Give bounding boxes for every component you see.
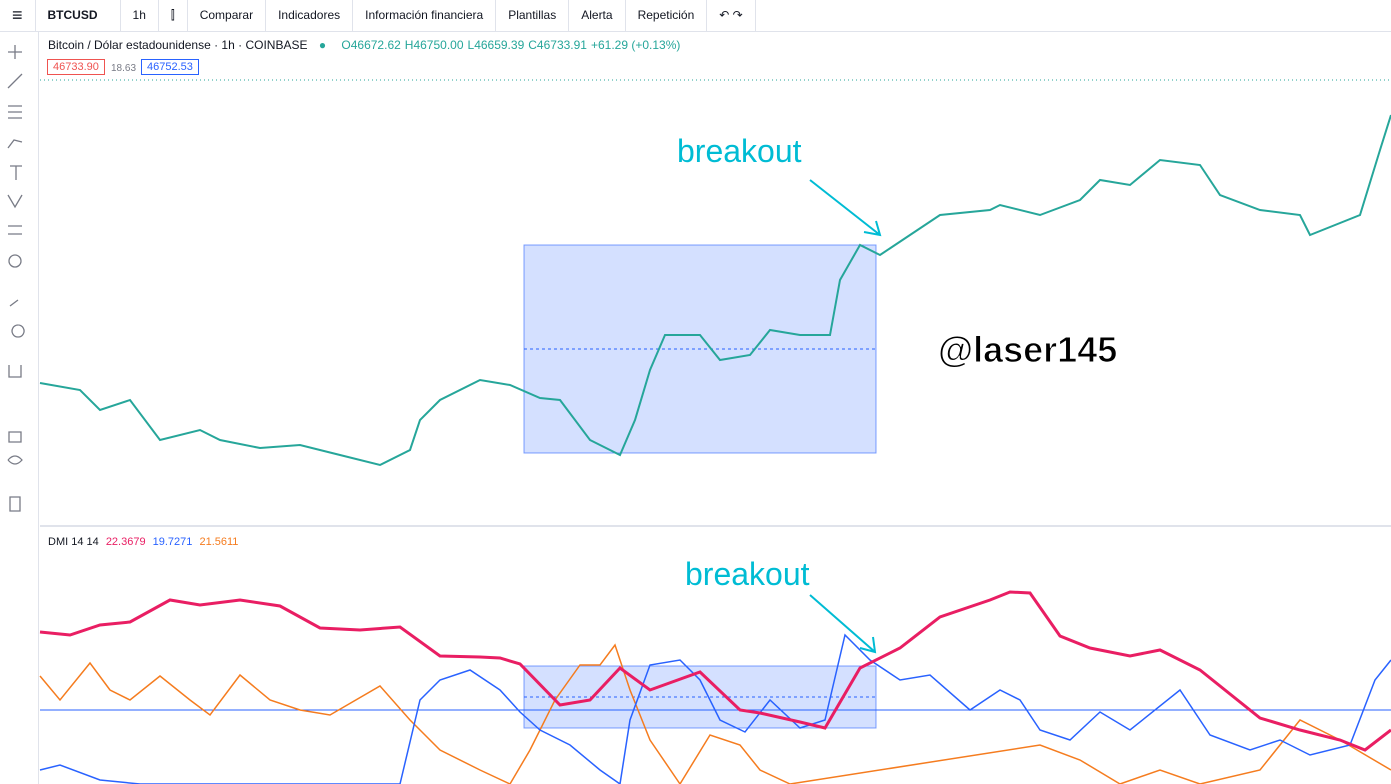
top-toolbar: ≡ BTCUSD 1h ⫿ Comparar Indicadores Infor… bbox=[0, 0, 1391, 32]
dmi-legend: DMI 14 14 22.3679 19.7271 21.5611 bbox=[48, 536, 238, 548]
toolbar-item[interactable]: Repetición bbox=[626, 0, 708, 31]
symbol-title: Bitcoin / Dólar estadounidense · 1h · CO… bbox=[48, 38, 308, 52]
toolbar-item[interactable]: Alerta bbox=[569, 0, 626, 31]
left-toolbar bbox=[0, 32, 39, 784]
dmi-minus bbox=[39, 643, 1391, 784]
menu[interactable]: ≡ bbox=[0, 0, 36, 31]
dmi-name: DMI 14 14 bbox=[48, 536, 99, 548]
price-line bbox=[39, 114, 1391, 467]
legend: Bitcoin / Dólar estadounidense · 1h · CO… bbox=[48, 38, 681, 52]
arrow bbox=[809, 594, 877, 654]
chart-style[interactable]: ⫿ bbox=[159, 0, 188, 31]
toolbar-item[interactable]: Indicadores bbox=[266, 0, 354, 31]
dmi-value: 22.3679 bbox=[105, 536, 146, 548]
ask[interactable]: 46752.53 bbox=[141, 59, 199, 75]
ohlc: O46672.62 bbox=[341, 38, 401, 52]
watermark: @laser145 bbox=[938, 329, 1117, 370]
change: +61.29 (+0.13%) bbox=[590, 38, 681, 52]
spread: 18.63 bbox=[111, 63, 137, 74]
bid[interactable]: 46733.90 bbox=[47, 59, 105, 75]
toolbar-item[interactable]: Información financiera bbox=[353, 0, 497, 31]
left-tool-icons[interactable] bbox=[7, 45, 25, 512]
ohlc: L46659.39 bbox=[467, 38, 525, 52]
toolbar-item[interactable]: Comparar bbox=[188, 0, 267, 31]
toolbar-item[interactable]: Plantillas bbox=[496, 0, 570, 31]
dmi-adx bbox=[39, 590, 1391, 752]
ohlc: C46733.91 bbox=[528, 38, 587, 52]
dmi-plus bbox=[39, 633, 1391, 784]
arrow bbox=[809, 179, 882, 237]
annotation: breakout bbox=[685, 556, 810, 592]
undo-redo[interactable]: ↶ ↷ bbox=[707, 0, 756, 31]
dmi-value: 21.5611 bbox=[199, 536, 239, 548]
interval[interactable]: 1h bbox=[121, 0, 159, 31]
dmi-value: 19.7271 bbox=[152, 536, 193, 548]
ohlc: H46750.00 bbox=[404, 38, 464, 52]
annotation: breakout bbox=[677, 133, 802, 169]
symbol[interactable]: BTCUSD bbox=[36, 0, 121, 31]
